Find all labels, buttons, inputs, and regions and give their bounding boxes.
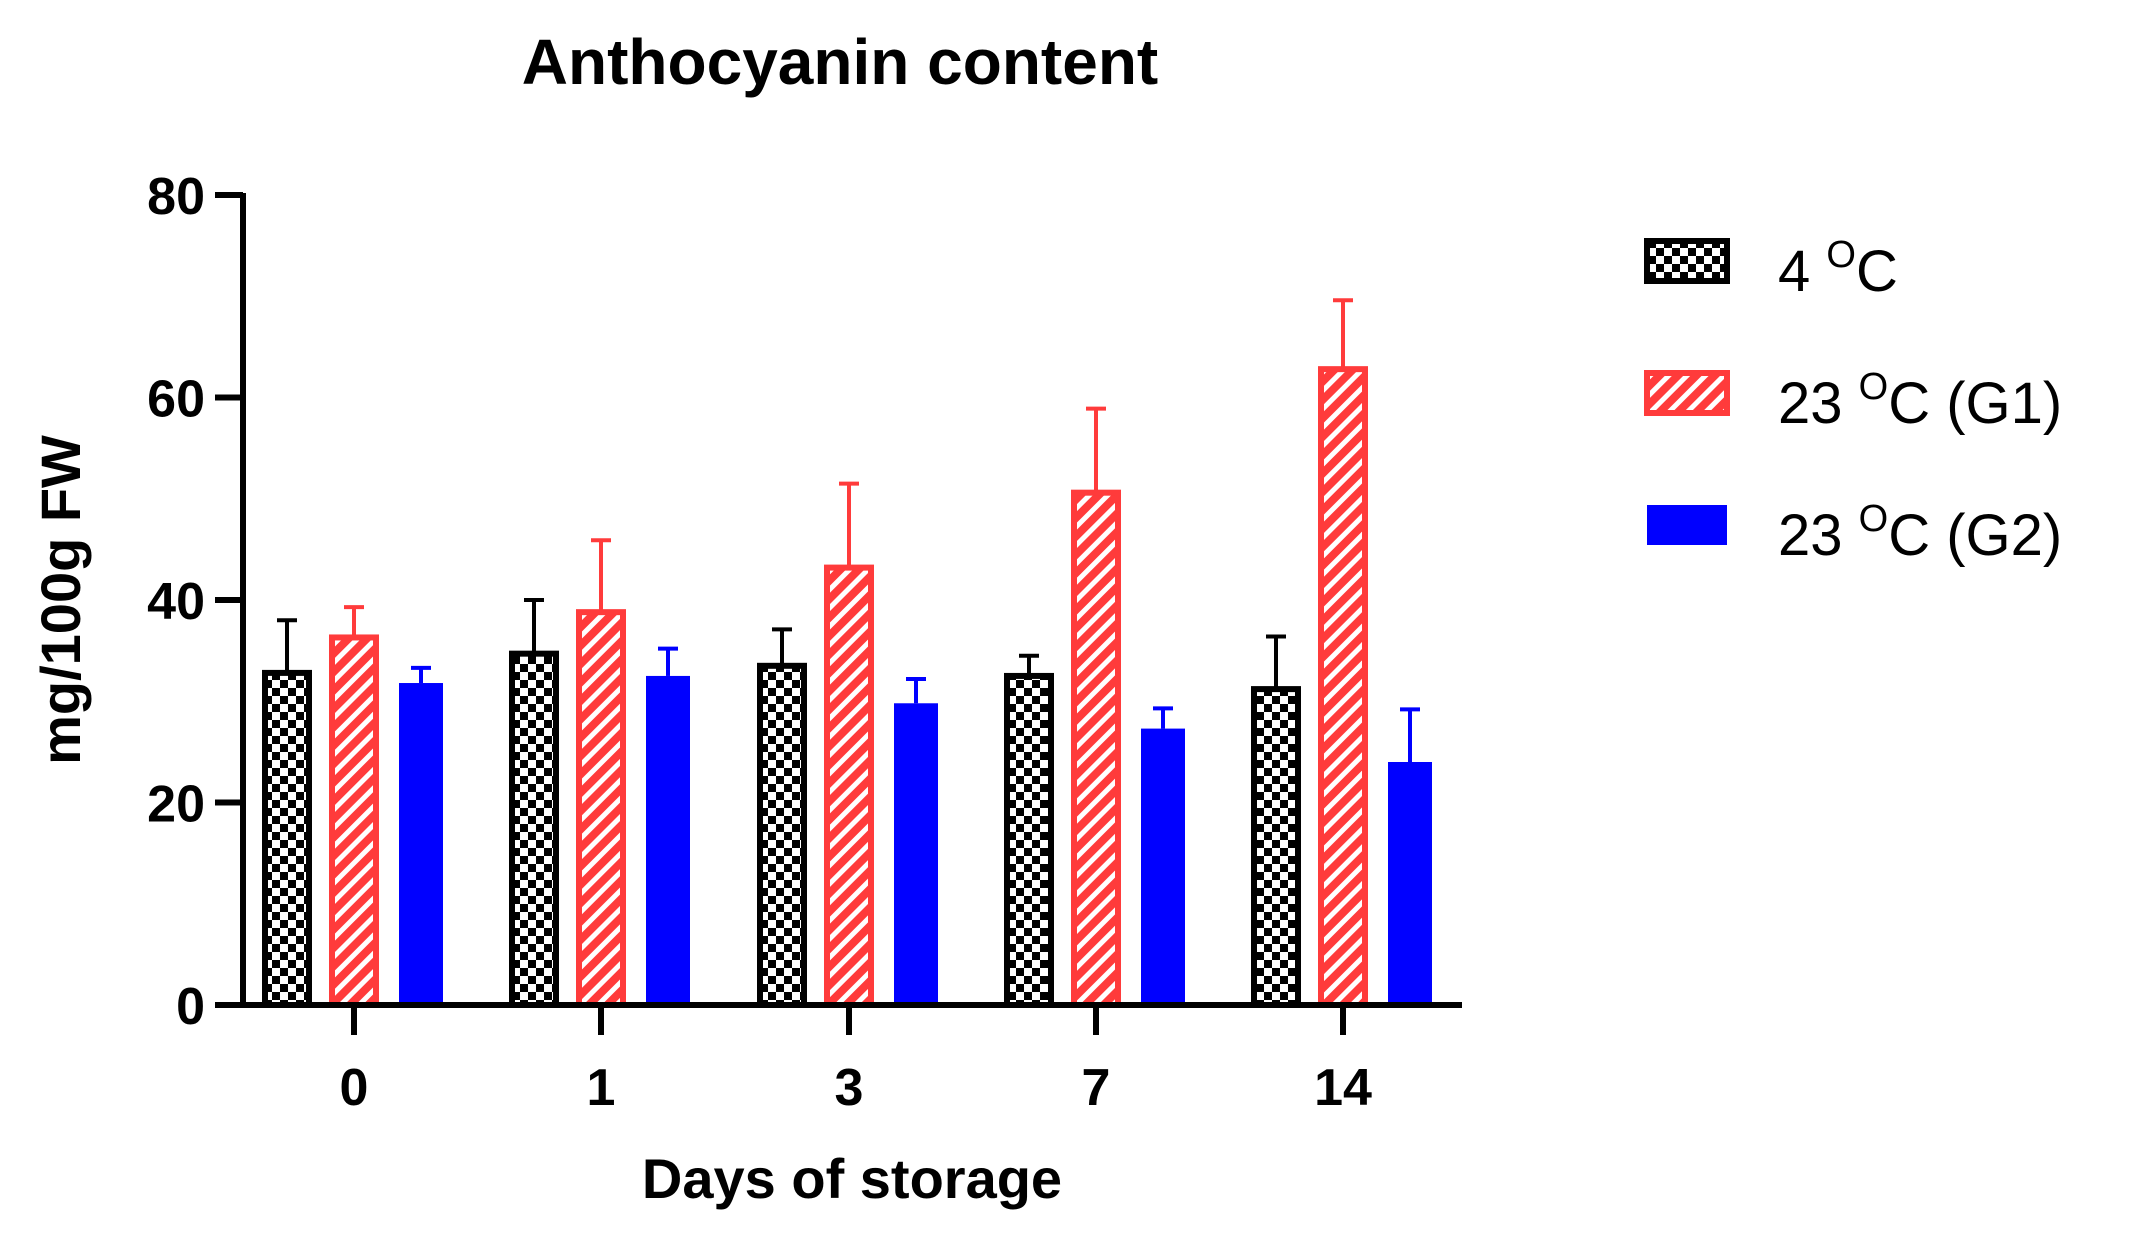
y-tick-label: 80: [147, 168, 205, 226]
bar: [1318, 366, 1368, 1008]
bar: [646, 675, 690, 1005]
legend-swatch: [1647, 505, 1727, 545]
y-tick-label: 20: [147, 776, 205, 834]
bar: [509, 650, 559, 1008]
bar: [894, 703, 938, 1005]
x-tick-label: 7: [1082, 1059, 1111, 1117]
bar: [399, 683, 443, 1005]
bar: [824, 564, 874, 1008]
bar: [329, 634, 379, 1009]
bar: [1251, 686, 1301, 1008]
bar: [576, 609, 626, 1009]
x-axis-label: Days of storage: [642, 1147, 1062, 1210]
x-tick-label: 0: [340, 1059, 369, 1117]
legend-label: 4 OC: [1778, 234, 1898, 304]
bar: [757, 662, 807, 1008]
x-tick-label: 14: [1314, 1059, 1372, 1117]
bars-layer: [262, 298, 1432, 1009]
legend-swatch: [1644, 370, 1730, 416]
y-axis-label: mg/100g FW: [29, 435, 92, 765]
axes-layer: 0 20 40 60 80 0 1 3 7 14: [147, 168, 1462, 1117]
x-tick-label: 1: [587, 1059, 616, 1117]
y-tick-label: 40: [147, 573, 205, 631]
bar: [262, 669, 312, 1009]
bar: [1071, 489, 1121, 1008]
legend: 4 OC 23 OC (G1) 23 OC (G2): [1644, 234, 2062, 568]
x-tick-label: 3: [835, 1059, 864, 1117]
legend-swatch: [1644, 238, 1730, 284]
y-tick-label: 60: [147, 371, 205, 429]
y-tick-label: 0: [176, 978, 205, 1036]
bar: [1004, 672, 1054, 1008]
legend-label: 23 OC (G1): [1778, 366, 2062, 436]
bar: [1141, 728, 1185, 1005]
bar: [1388, 762, 1432, 1005]
chart-title: Anthocyanin content: [522, 26, 1158, 98]
legend-label: 23 OC (G2): [1778, 498, 2062, 568]
